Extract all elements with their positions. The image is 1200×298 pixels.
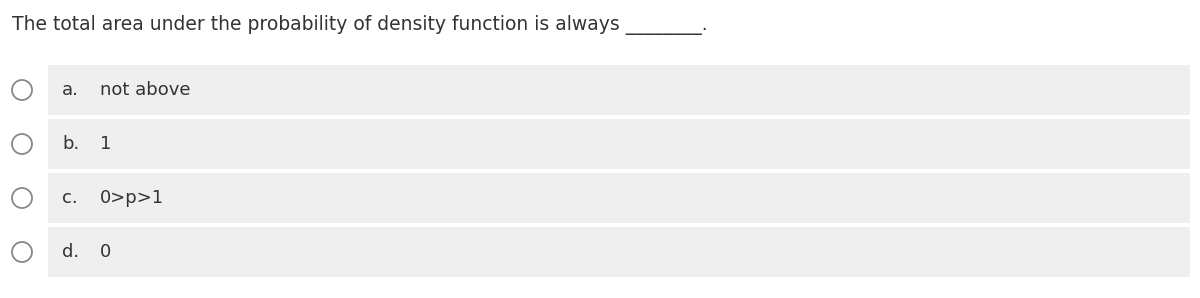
Bar: [48, 173, 1190, 223]
Text: c.: c.: [62, 189, 78, 207]
Text: 0: 0: [100, 243, 112, 261]
Text: 1: 1: [100, 135, 112, 153]
Text: 0>p>1: 0>p>1: [100, 189, 164, 207]
Bar: [48, 65, 1190, 115]
Text: a.: a.: [62, 81, 79, 99]
Text: The total area under the probability of density function is always ________.: The total area under the probability of …: [12, 15, 708, 35]
Text: d.: d.: [62, 243, 79, 261]
Circle shape: [12, 134, 32, 154]
Text: not above: not above: [100, 81, 191, 99]
Circle shape: [12, 242, 32, 262]
Bar: [48, 227, 1190, 277]
Circle shape: [12, 188, 32, 208]
Text: b.: b.: [62, 135, 79, 153]
Bar: [48, 119, 1190, 169]
Circle shape: [12, 80, 32, 100]
